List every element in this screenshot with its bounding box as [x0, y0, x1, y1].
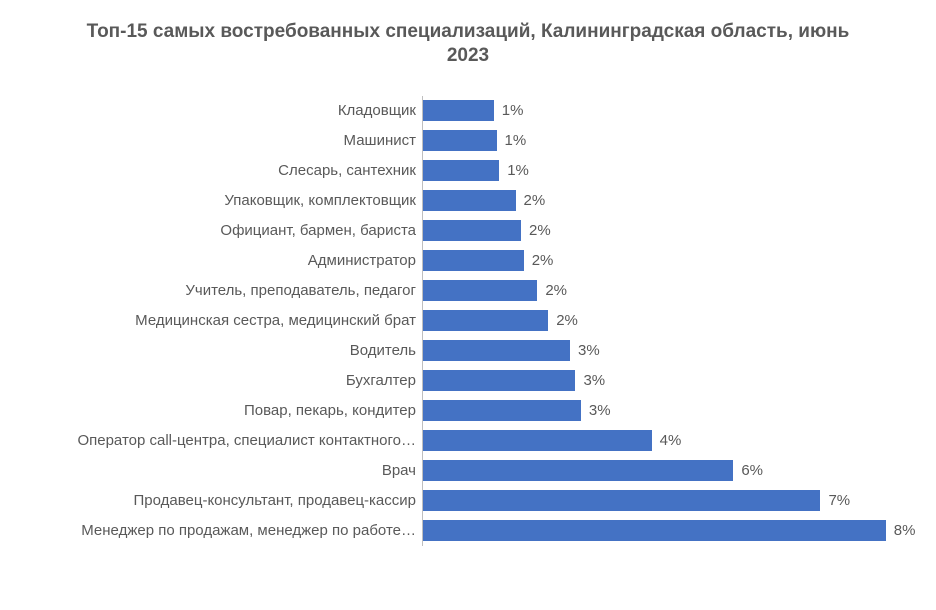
bar	[423, 250, 524, 270]
bar-row: 1%	[423, 156, 915, 186]
y-axis-label: Упаковщик, комплектовщик	[24, 186, 422, 216]
bar-row: 3%	[423, 396, 915, 426]
y-axis-label: Медицинская сестра, медицинский брат	[24, 306, 422, 336]
bar-row: 1%	[423, 96, 915, 126]
bar-row: 6%	[423, 456, 915, 486]
y-axis-label: Водитель	[24, 336, 422, 366]
y-axis-label: Кладовщик	[24, 96, 422, 126]
bar	[423, 100, 494, 120]
bar-row: 3%	[423, 366, 915, 396]
value-label: 8%	[894, 522, 916, 539]
value-label: 1%	[505, 132, 527, 149]
bar-row: 7%	[423, 486, 915, 516]
value-label: 2%	[556, 312, 578, 329]
value-label: 2%	[529, 222, 551, 239]
y-axis-label: Повар, пекарь, кондитер	[24, 396, 422, 426]
bar-row: 2%	[423, 216, 915, 246]
bar	[423, 490, 820, 510]
bar-row: 8%	[423, 516, 915, 546]
bar	[423, 520, 886, 540]
bar-row: 3%	[423, 336, 915, 366]
bar-row: 2%	[423, 306, 915, 336]
y-axis-label: Учитель, преподаватель, педагог	[24, 276, 422, 306]
y-axis-label: Продавец-консультант, продавец-кассир	[24, 486, 422, 516]
bar-row: 2%	[423, 276, 915, 306]
y-axis-label: Бухгалтер	[24, 366, 422, 396]
bar-row: 2%	[423, 186, 915, 216]
y-axis-label: Слесарь, сантехник	[24, 156, 422, 186]
bar	[423, 130, 497, 150]
value-label: 1%	[507, 162, 529, 179]
value-label: 3%	[578, 342, 600, 359]
y-axis-label: Врач	[24, 456, 422, 486]
bar	[423, 370, 575, 390]
value-label: 2%	[524, 192, 546, 209]
bar-row: 1%	[423, 126, 915, 156]
value-label: 6%	[741, 462, 763, 479]
bar	[423, 400, 581, 420]
bar	[423, 190, 516, 210]
bar	[423, 430, 652, 450]
y-axis-label: Официант, бармен, бариста	[24, 216, 422, 246]
value-label: 4%	[660, 432, 682, 449]
bar-row: 2%	[423, 246, 915, 276]
bar-row: 4%	[423, 426, 915, 456]
bar	[423, 310, 548, 330]
chart-title: Топ-15 самых востребованных специализаци…	[78, 20, 858, 68]
value-label: 2%	[532, 252, 554, 269]
plot-area: КладовщикМашинистСлесарь, сантехникУпако…	[24, 96, 912, 546]
value-label: 2%	[545, 282, 567, 299]
value-label: 1%	[502, 102, 524, 119]
bars-area: 1%1%1%2%2%2%2%2%3%3%3%4%6%7%8%	[422, 96, 915, 546]
y-axis-label: Администратор	[24, 246, 422, 276]
y-axis-label: Менеджер по продажам, менеджер по работе…	[24, 516, 422, 546]
value-label: 3%	[589, 402, 611, 419]
bar	[423, 460, 733, 480]
y-axis-labels: КладовщикМашинистСлесарь, сантехникУпако…	[24, 96, 422, 546]
bar	[423, 160, 499, 180]
value-label: 3%	[583, 372, 605, 389]
y-axis-label: Машинист	[24, 126, 422, 156]
bar	[423, 220, 521, 240]
chart-container: Топ-15 самых востребованных специализаци…	[0, 0, 936, 610]
bar	[423, 280, 537, 300]
y-axis-label: Оператор call-центра, специалист контакт…	[24, 426, 422, 456]
value-label: 7%	[828, 492, 850, 509]
bar	[423, 340, 570, 360]
